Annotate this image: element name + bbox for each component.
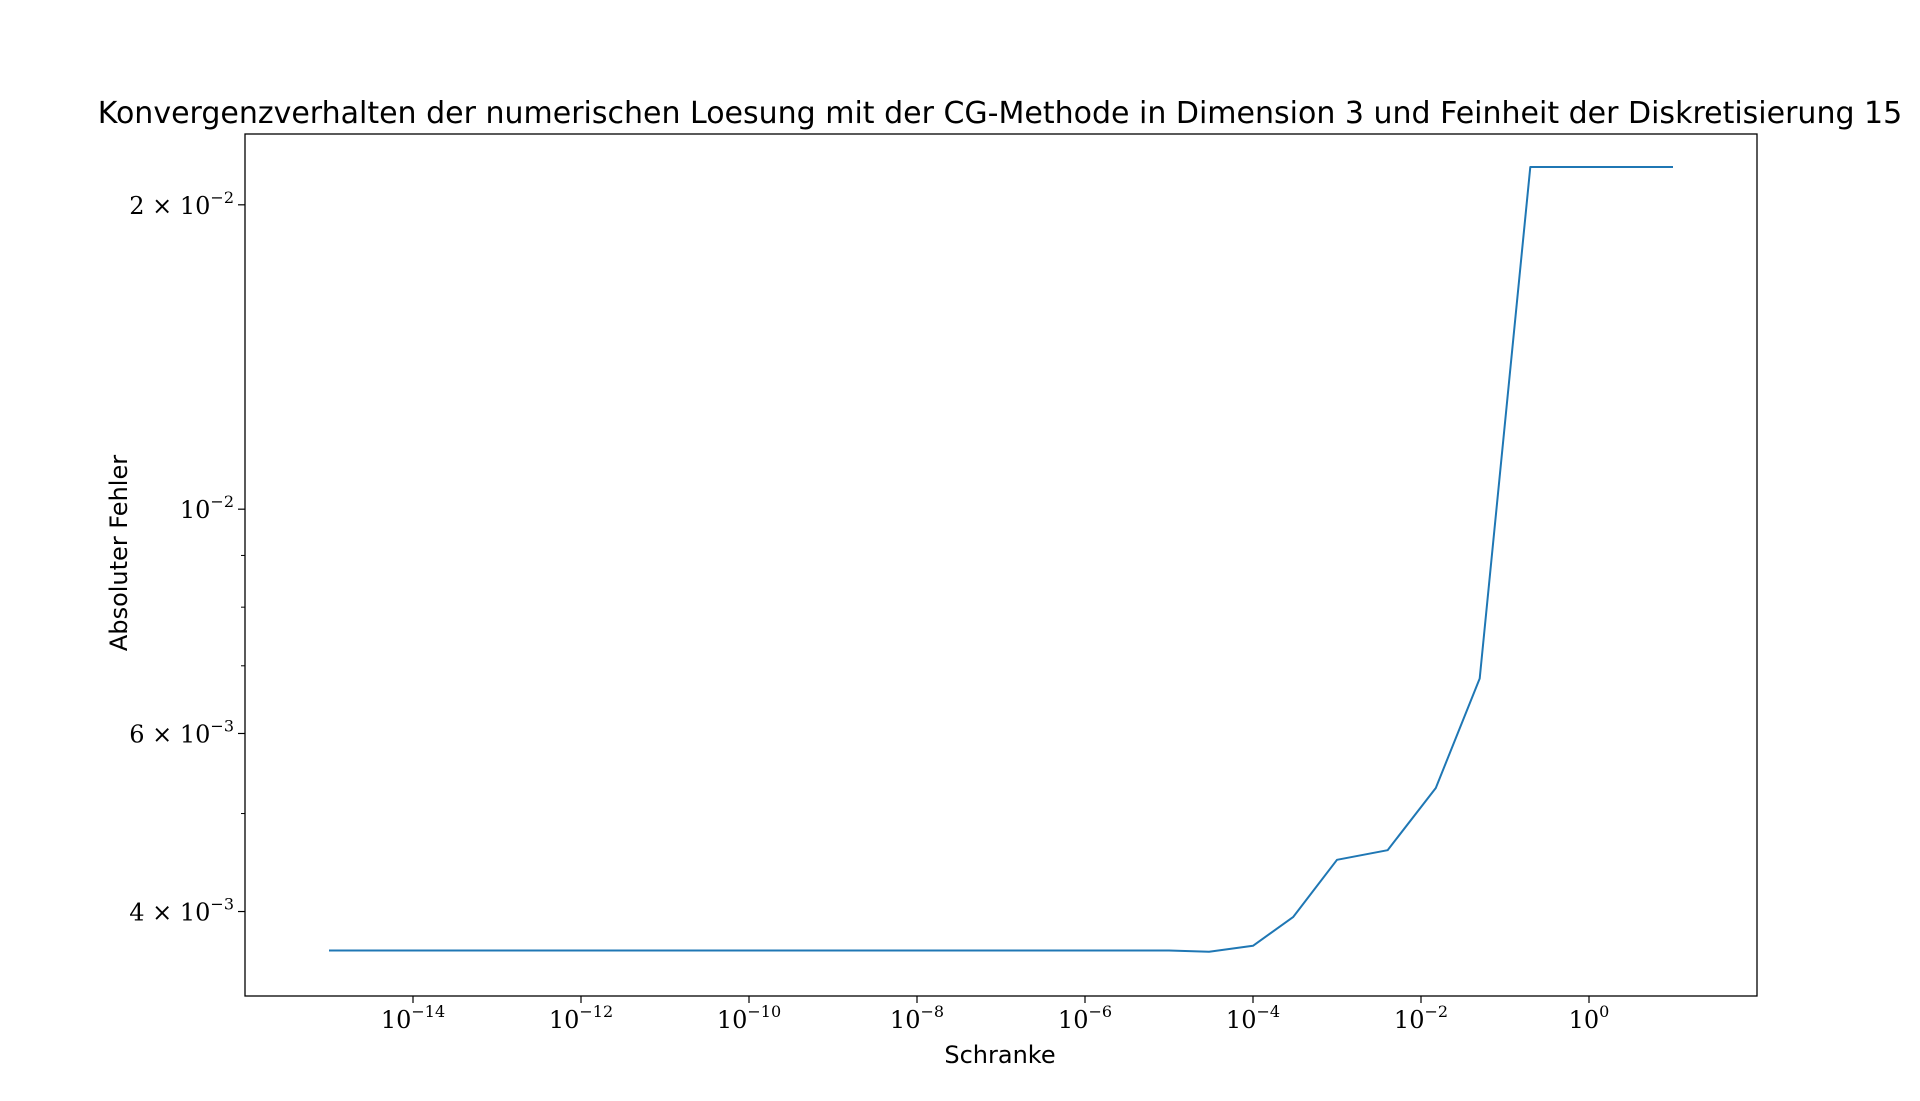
plot-area-frame: [244, 133, 1758, 997]
y-tick-label: 6 × 10−3: [129, 716, 234, 748]
x-tick-label: 10−12: [549, 1002, 613, 1034]
x-axis: 10−14 10−12 10−10 10−8 10−6 10−4 10−2 100: [381, 996, 1610, 1034]
y-tick-label: 10−2: [180, 492, 234, 524]
y-tick-label: 2 × 10−2: [129, 188, 234, 220]
y-tick-label: 4 × 10−3: [129, 895, 234, 927]
chart-title: Konvergenzverhalten der numerischen Loes…: [98, 96, 1902, 131]
series-line: [329, 166, 1673, 953]
x-tick-label: 10−2: [1394, 1002, 1448, 1034]
x-tick-label: 10−4: [1226, 1002, 1280, 1034]
x-tick-label: 100: [1569, 1002, 1610, 1034]
x-tick-label: 10−14: [381, 1002, 445, 1034]
y-axis-label: Absoluter Fehler: [105, 455, 133, 651]
x-tick-label: 10−6: [1058, 1002, 1112, 1034]
y-axis: 2 × 10−2 10−2 6 × 10−3 4 × 10−3: [129, 188, 245, 927]
x-axis-label: Schranke: [944, 1041, 1055, 1069]
x-tick-label: 10−10: [717, 1002, 781, 1034]
x-tick-label: 10−8: [890, 1002, 944, 1034]
